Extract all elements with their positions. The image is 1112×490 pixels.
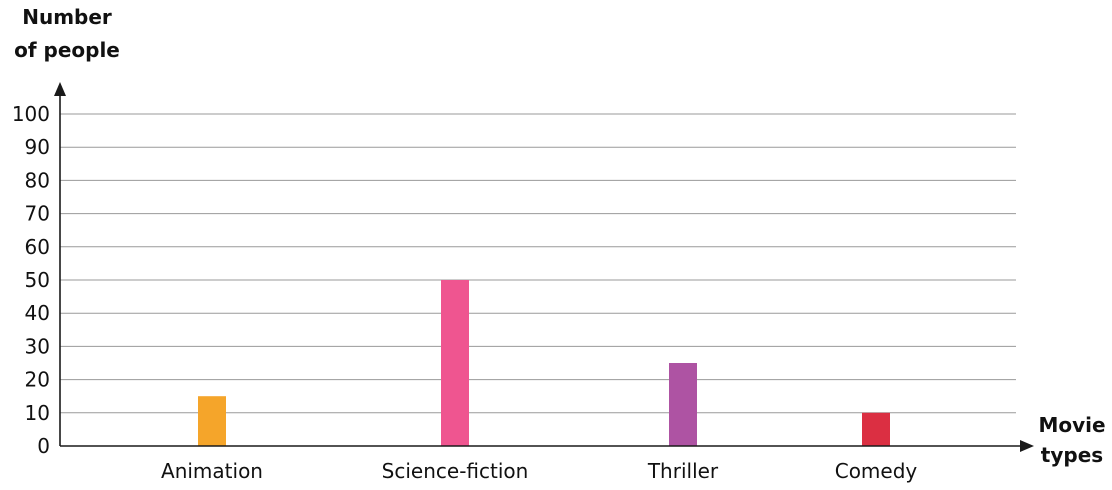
bars [198,280,890,446]
y-axis-arrowhead [54,82,66,96]
y-tick-labels: 0 10 20 30 40 50 60 70 80 90 100 [12,102,50,458]
x-axis-label-line-2: types [1041,443,1103,467]
y-tick-label-0: 0 [37,434,50,458]
x-category-label-thriller: Thriller [647,459,719,483]
bar-science-fiction [441,280,469,446]
y-tick-label-20: 20 [25,368,50,392]
bar-animation [198,396,226,446]
x-category-labels: Animation Science-fiction Thriller Comedy [161,459,917,483]
x-category-label-animation: Animation [161,459,263,483]
y-axis-label-line-2: of people [14,38,120,62]
bar-comedy [862,412,890,446]
x-category-label-science-fiction: Science-fiction [382,459,529,483]
y-tick-label-60: 60 [25,235,50,259]
x-category-label-comedy: Comedy [835,459,918,483]
y-tick-label-100: 100 [12,102,50,126]
y-tick-label-40: 40 [25,301,50,325]
y-tick-label-10: 10 [25,401,50,425]
bar-thriller [669,363,697,446]
y-tick-label-80: 80 [25,168,50,192]
grid-lines [60,113,1016,414]
y-tick-label-30: 30 [25,334,50,358]
y-axis-label-line-1: Number [22,5,112,29]
y-tick-label-70: 70 [25,202,50,226]
y-tick-label-90: 90 [25,135,50,159]
x-axis-label-line-1: Movie [1038,413,1105,437]
x-axis-arrowhead [1020,440,1034,452]
axes [54,82,1034,452]
y-tick-label-50: 50 [25,268,50,292]
